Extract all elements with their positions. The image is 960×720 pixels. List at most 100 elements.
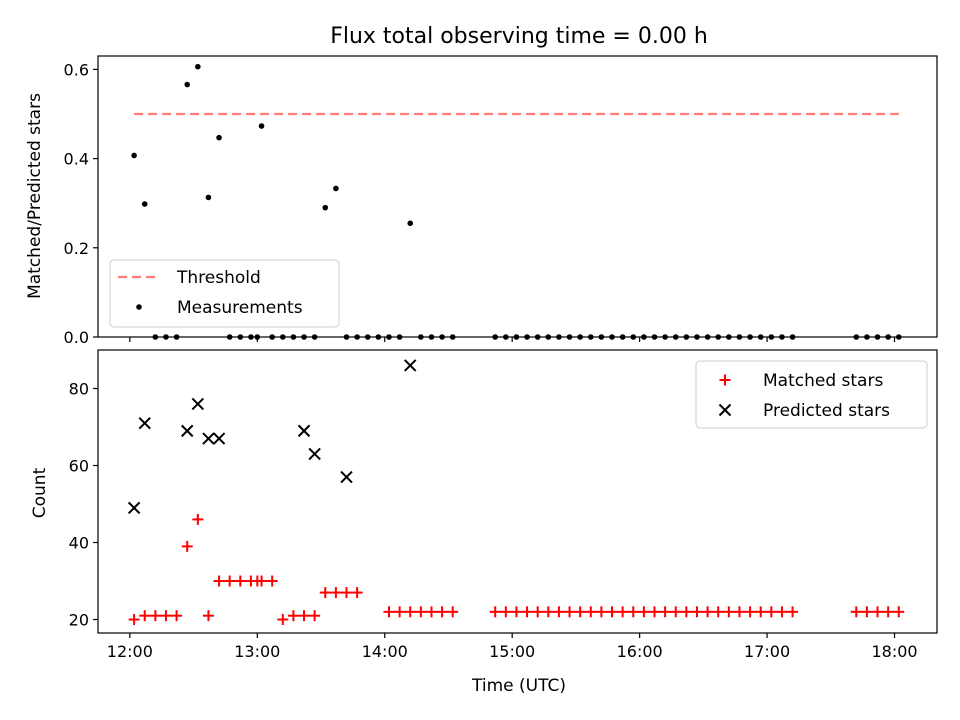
- matched-star-point: [383, 606, 395, 618]
- matched-star-point: [287, 610, 299, 622]
- bottom-y-axis: 20 40 60 80: [69, 380, 98, 630]
- matched-star-point: [149, 610, 161, 622]
- matched-star-point: [266, 575, 278, 587]
- matched-star-point: [256, 575, 268, 587]
- predicted-star-point-b: [297, 424, 311, 438]
- matched-star-point: [606, 606, 618, 618]
- matched-star-point: [542, 606, 554, 618]
- predicted-star-point-b: [127, 501, 141, 515]
- predicted-star-point-b: [308, 447, 321, 461]
- predicted-star-point-b: [404, 359, 417, 372]
- measurement-point: [141, 201, 148, 207]
- predicted-star-point: [308, 447, 321, 461]
- predicted-star-point: [340, 470, 353, 484]
- matched-star-point: [181, 540, 193, 552]
- predicted-star-point-b: [138, 416, 151, 430]
- matched-star-point: [500, 606, 512, 618]
- top-y-axis-label: Matched/Predicted stars: [25, 93, 45, 299]
- top-subplot: 0.0 0.2 0.4 0.6 Matched/Predicted stars Thr…: [25, 55, 938, 347]
- x-tick-label: 13:00: [234, 642, 280, 661]
- matched-star-point: [702, 606, 714, 618]
- matched-star-point: [649, 606, 661, 618]
- bottom-legend-box: [695, 360, 928, 429]
- bottom-y-axis-label: Count: [30, 467, 50, 518]
- x-tick-label: 17:00: [744, 642, 790, 661]
- matched-star-point: [564, 606, 576, 618]
- predicted-star-point-b: [191, 397, 205, 411]
- predicted-star-point: [404, 359, 417, 372]
- matched-star-point: [553, 606, 565, 618]
- legend-matched-swatch: [719, 374, 731, 386]
- bottom-y-tick-label: 60: [69, 457, 89, 476]
- predicted-star-point: [127, 501, 141, 515]
- matched-star-point: [192, 513, 204, 525]
- x-tick-label: 14:00: [362, 642, 408, 661]
- matched-star-point: [712, 606, 724, 618]
- matched-star-point: [319, 587, 331, 599]
- top-legend: Threshold Measurements: [109, 259, 340, 328]
- matched-star-point: [234, 575, 246, 587]
- x-tick-label: 12:00: [107, 642, 153, 661]
- matched-star-point: [330, 587, 342, 599]
- top-y-tick-label: 0.2: [64, 239, 89, 258]
- matched-star-point: [351, 587, 363, 599]
- matched-star-point: [595, 606, 607, 618]
- legend-predicted-swatch: [718, 403, 732, 417]
- matched-star-point: [277, 614, 289, 626]
- measurement-point: [216, 134, 222, 141]
- matched-star-point: [202, 610, 214, 622]
- top-y-tick-label: 0.0: [64, 328, 89, 347]
- matched-star-point: [723, 606, 735, 618]
- predicted-star-point: [202, 432, 215, 445]
- bottom-axes-frame: [97, 349, 938, 634]
- matched-star-point: [532, 606, 544, 618]
- matched-star-point: [627, 606, 639, 618]
- predicted-star-point-b: [181, 424, 194, 438]
- chart-title: Flux total observing time = 0.00 h: [330, 24, 708, 49]
- matched-star-point: [394, 606, 406, 618]
- x-tick-label: 16:00: [617, 642, 663, 661]
- matched-star-point: [521, 606, 533, 618]
- legend-measurement-swatch: [136, 304, 142, 310]
- matched-star-point: [447, 606, 459, 618]
- predicted-star-point-b: [202, 432, 215, 445]
- matched-star-point: [744, 606, 756, 618]
- matched-star-point: [893, 606, 905, 618]
- predicted-star-point: [138, 416, 151, 430]
- matched-star-point: [574, 606, 586, 618]
- predicted-star-point: [191, 397, 205, 411]
- top-y-axis: 0.0 0.2 0.4 0.6: [64, 60, 896, 347]
- matched-star-point: [489, 606, 501, 618]
- matched-star-point: [309, 610, 321, 622]
- matched-star-point: [733, 606, 745, 618]
- matched-star-point: [617, 606, 629, 618]
- matched-star-point: [787, 606, 799, 618]
- bottom-y-tick-label: 20: [69, 611, 89, 630]
- matched-star-point: [298, 610, 310, 622]
- bottom-y-tick-label: 40: [69, 534, 89, 553]
- matched-star-point: [776, 606, 788, 618]
- matched-star-point: [691, 606, 703, 618]
- legend-measurement-label: Measurements: [177, 298, 303, 318]
- top-legend-box: [109, 259, 340, 328]
- measurement-point: [184, 81, 191, 88]
- predicted-star-point: [297, 424, 311, 438]
- matched-star-point: [404, 606, 416, 618]
- matched-star-point: [436, 606, 448, 618]
- matched-star-point: [341, 587, 353, 599]
- matched-star-point: [755, 606, 767, 618]
- top-y-tick-label: 0.4: [64, 150, 89, 169]
- top-axes-frame: [97, 55, 938, 338]
- x-axis-label: Time (UTC): [471, 676, 566, 696]
- predicted-star-point-b: [340, 470, 353, 484]
- matched-star-point: [160, 610, 172, 622]
- bottom-plot-area: [97, 349, 938, 634]
- matched-star-point: [638, 606, 650, 618]
- matched-star-point: [425, 606, 437, 618]
- measurement-point: [333, 185, 339, 192]
- predicted-star-point-b: [212, 432, 226, 445]
- measurement-point: [322, 204, 329, 211]
- measurement-point: [407, 220, 414, 227]
